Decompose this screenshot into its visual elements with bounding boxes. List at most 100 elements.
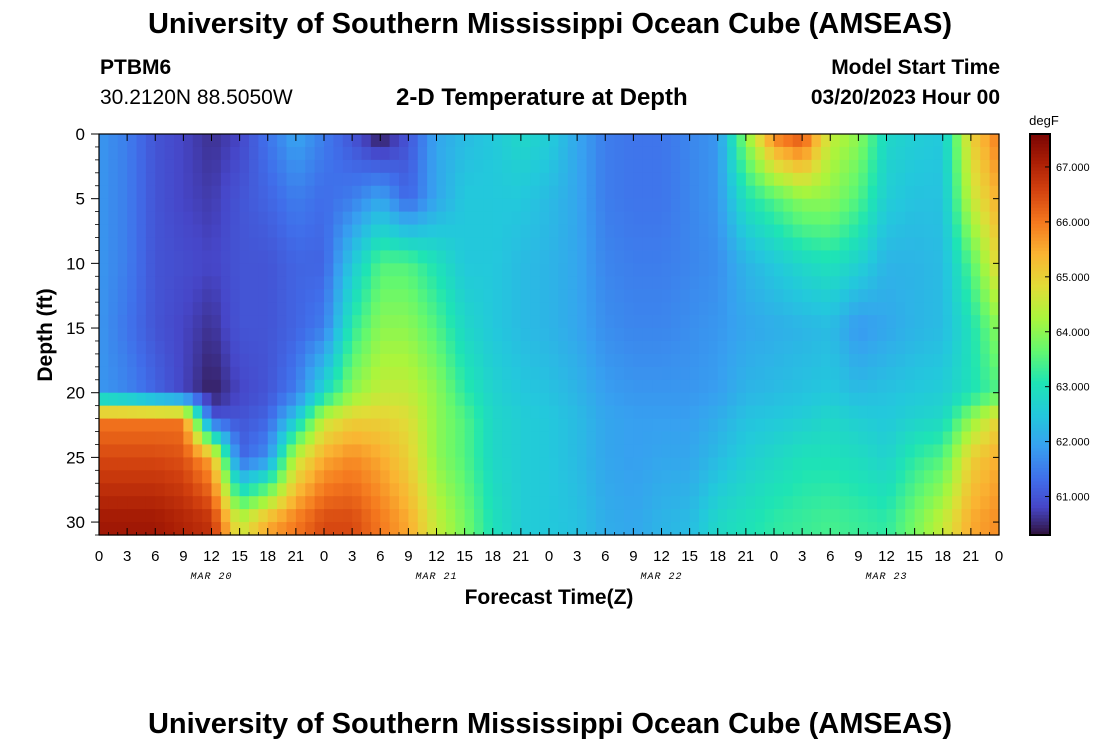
colorbar-segment — [1030, 184, 1050, 189]
heatmap-cell — [970, 444, 981, 458]
heatmap-cell — [670, 483, 681, 497]
heatmap-cell — [305, 185, 316, 200]
heatmap-cell — [455, 224, 466, 239]
heatmap-cell — [924, 522, 934, 536]
heatmap-cell — [370, 431, 381, 446]
heatmap-cell — [783, 379, 794, 394]
heatmap-cell — [361, 470, 372, 484]
heatmap-cell — [99, 353, 109, 368]
heatmap-cell — [183, 457, 194, 471]
heatmap-cell — [942, 405, 953, 420]
heatmap-cell — [905, 444, 916, 458]
heatmap-cell — [680, 289, 691, 303]
heatmap-cell — [389, 431, 400, 446]
heatmap-cell — [670, 431, 681, 446]
heatmap-cell — [549, 353, 559, 368]
heatmap-cell — [549, 185, 559, 200]
heatmap-cell — [680, 470, 691, 484]
heatmap-cell — [530, 289, 541, 303]
heatmap-cell — [830, 159, 841, 174]
heatmap-cell — [417, 483, 428, 497]
heatmap-cell — [989, 328, 1000, 342]
heatmap-cell — [445, 198, 456, 213]
heatmap-cell — [483, 431, 494, 446]
heatmap-cell — [549, 237, 559, 252]
colorbar-segment — [1030, 274, 1050, 279]
heatmap-cell — [661, 431, 672, 446]
colorbar-segment — [1030, 377, 1050, 382]
heatmap-cell — [914, 237, 925, 252]
heatmap-cell — [399, 379, 409, 394]
heatmap-cell — [802, 224, 813, 239]
heatmap-cell — [211, 172, 222, 187]
heatmap-cell — [905, 366, 916, 381]
colorbar-segment — [1030, 428, 1050, 433]
heatmap-cell — [295, 198, 306, 213]
heatmap-cell — [333, 289, 344, 303]
heatmap-cell — [342, 379, 353, 394]
heatmap-cell — [652, 315, 663, 329]
heatmap-cell — [849, 353, 859, 368]
heatmap-cell — [717, 172, 728, 187]
heatmap-cell — [230, 159, 241, 174]
colorbar: 61.00062.00063.00064.00065.00066.00067.0… — [1029, 133, 1090, 536]
colorbar-segment — [1030, 301, 1050, 306]
colorbar-tick-label: 66.000 — [1056, 217, 1090, 229]
heatmap-cell — [858, 211, 869, 226]
heatmap-cell — [436, 185, 447, 200]
heatmap-cell — [736, 276, 747, 290]
heatmap-cell — [305, 276, 316, 290]
heatmap-cell — [249, 328, 259, 342]
heatmap-cell — [642, 366, 653, 381]
heatmap-cell — [924, 353, 934, 368]
heatmap-cell — [230, 522, 241, 536]
heatmap-cell — [164, 496, 175, 510]
heatmap-cell — [520, 418, 531, 433]
heatmap-cell — [549, 328, 559, 342]
heatmap-cell — [342, 134, 353, 148]
heatmap-cell — [342, 172, 353, 187]
heatmap-cell — [530, 392, 541, 407]
heatmap-cell — [295, 302, 306, 316]
heatmap-cell — [905, 405, 916, 420]
heatmap-cell — [802, 392, 813, 407]
heatmap-cell — [492, 263, 503, 277]
heatmap-cell — [820, 392, 831, 407]
heatmap-cell — [502, 483, 513, 497]
heatmap-cell — [352, 353, 363, 368]
heatmap-cell — [839, 302, 850, 316]
heatmap-cell — [689, 250, 700, 264]
heatmap-cell — [230, 418, 241, 433]
heatmap-cell — [174, 185, 184, 200]
heatmap-cell — [961, 418, 972, 433]
heatmap-cell — [774, 496, 784, 510]
heatmap-cell — [980, 457, 991, 471]
heatmap-cell — [745, 444, 756, 458]
heatmap-cell — [220, 379, 231, 394]
heatmap-cell — [567, 146, 578, 161]
heatmap-cell — [520, 328, 531, 342]
heatmap-cell — [961, 276, 972, 290]
colorbar-segment — [1030, 307, 1050, 312]
heatmap-cell — [230, 366, 241, 381]
heatmap-cell — [952, 146, 963, 161]
heatmap-cell — [699, 353, 709, 368]
heatmap-cell — [567, 444, 578, 458]
heatmap-cell — [333, 444, 344, 458]
heatmap-cell — [155, 263, 166, 277]
heatmap-cell — [530, 276, 541, 290]
heatmap-cell — [586, 457, 597, 471]
heatmap-cell — [670, 185, 681, 200]
heatmap-cell — [558, 366, 569, 381]
heatmap-cell — [633, 289, 644, 303]
heatmap-cell — [924, 366, 934, 381]
heatmap-cell — [352, 289, 363, 303]
heatmap-cell — [455, 315, 466, 329]
heatmap-cell — [127, 134, 138, 148]
heatmap-cell — [783, 146, 794, 161]
heatmap-cell — [595, 496, 606, 510]
heatmap-cell — [136, 315, 147, 329]
colorbar-segment — [1030, 351, 1050, 356]
heatmap-cell — [614, 211, 625, 226]
heatmap-cell — [324, 185, 334, 200]
